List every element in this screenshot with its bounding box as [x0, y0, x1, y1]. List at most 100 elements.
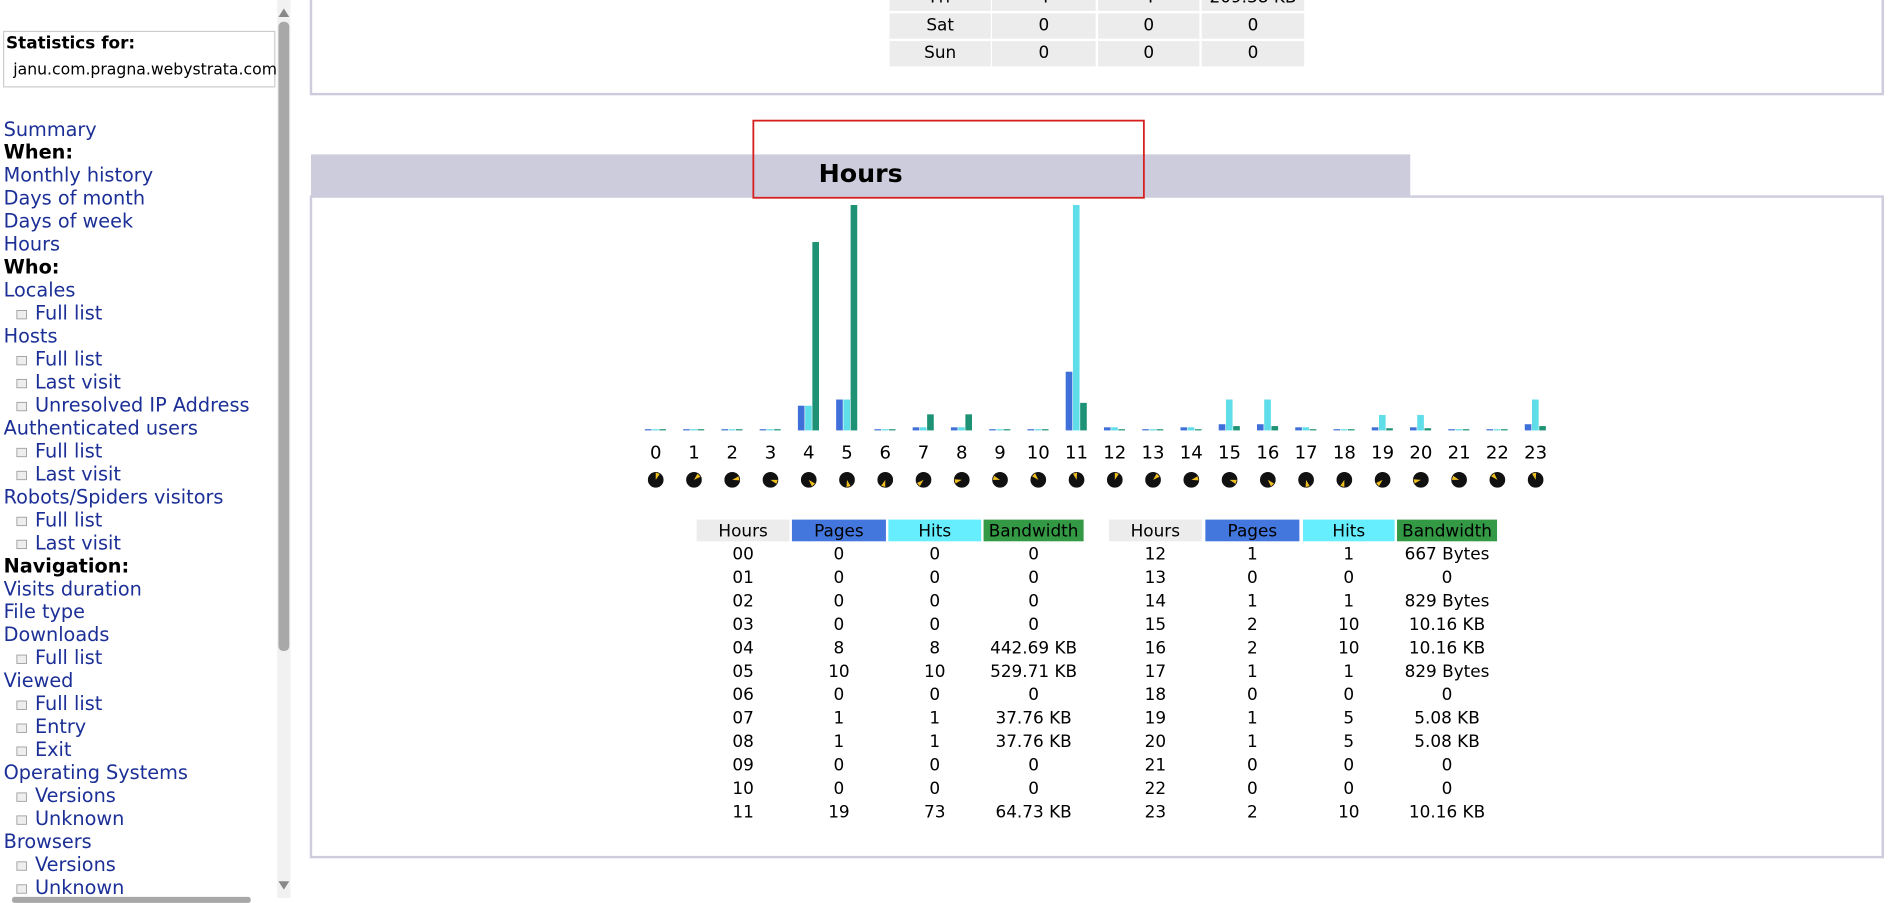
table-cell: 16: [1145, 637, 1166, 657]
clock-icon: [1489, 471, 1506, 488]
nav-link[interactable]: Unknown: [35, 807, 124, 830]
x-tick-label: 1: [688, 442, 700, 463]
x-tick-label: 20: [1409, 442, 1432, 463]
bar: [1486, 429, 1494, 431]
nav-heading: Navigation:: [4, 554, 130, 577]
table-cell-bg: [992, 0, 1096, 11]
header-cell-bg: [1397, 519, 1498, 542]
clock-hand: [1451, 475, 1460, 480]
table-cell: 00: [732, 544, 753, 564]
clock-hand: [1072, 472, 1078, 480]
nav-link[interactable]: Last visit: [35, 370, 121, 393]
scroll-down[interactable]: [278, 881, 290, 890]
x-tick-label: 17: [1295, 442, 1318, 463]
nav-link[interactable]: File type: [4, 600, 85, 623]
bar: [1225, 399, 1233, 431]
nav-link[interactable]: Full list: [35, 302, 103, 325]
nav-link[interactable]: Exit: [35, 738, 72, 761]
nav-link[interactable]: Versions: [35, 784, 116, 807]
scrollbar-thumb[interactable]: [278, 21, 290, 651]
nav-link[interactable]: Monthly history: [4, 164, 154, 187]
nav-link[interactable]: Browsers: [4, 830, 92, 853]
table-cell: 13: [1145, 567, 1166, 587]
nav-link[interactable]: Locales: [4, 279, 76, 302]
table-cell: 1: [929, 731, 940, 751]
nav-link[interactable]: Last visit: [35, 531, 121, 554]
table-cell: Fri: [930, 0, 950, 7]
nav-link[interactable]: Downloads: [4, 623, 110, 646]
x-tick-label: 6: [879, 442, 891, 463]
table-cell-bg: [1201, 13, 1305, 39]
clock-icon: [1298, 471, 1314, 488]
clock-hand: [1491, 473, 1498, 480]
table-cell: 14: [1145, 590, 1166, 610]
nav-link[interactable]: Days of week: [4, 210, 134, 233]
nav-link[interactable]: Hours: [4, 233, 60, 256]
nav-heading: Who:: [4, 256, 60, 279]
table-cell: 0: [1028, 684, 1039, 704]
bar: [797, 405, 805, 431]
bar: [843, 399, 851, 431]
nav-link[interactable]: Visits duration: [4, 577, 142, 600]
table-cell: 1: [1343, 590, 1354, 610]
clock-icon: [724, 471, 741, 488]
table-cell: 0: [834, 614, 845, 634]
nav-link[interactable]: Unknown: [35, 876, 124, 899]
x-tick-label: 21: [1448, 442, 1471, 463]
nav-link[interactable]: Authenticated users: [4, 416, 198, 439]
nav-link[interactable]: Unresolved IP Address: [35, 393, 250, 416]
nav-link[interactable]: Robots/Spiders visitors: [4, 485, 224, 508]
bar: [1180, 427, 1188, 431]
table-cell: 03: [732, 614, 753, 634]
table-cell: 0: [1442, 567, 1453, 587]
nav-link[interactable]: Full list: [35, 508, 103, 531]
bullet-icon: [16, 700, 27, 710]
table-cell: 19: [1145, 708, 1166, 728]
table-cell: 1: [1247, 708, 1258, 728]
header-cell: Pages: [814, 521, 864, 541]
nav-link[interactable]: Summary: [4, 118, 97, 141]
bar: [996, 429, 1004, 431]
bar: [850, 205, 858, 431]
scroll-up[interactable]: [278, 8, 290, 17]
nav-link[interactable]: Full list: [35, 692, 103, 715]
x-tick-label: 11: [1065, 442, 1088, 463]
table-cell: 11: [732, 801, 753, 821]
nav-link[interactable]: Last visit: [35, 462, 121, 485]
bar: [728, 429, 736, 431]
nav-link[interactable]: Entry: [35, 715, 86, 738]
clock-icon: [1336, 471, 1353, 488]
x-tick-label: 22: [1486, 442, 1509, 463]
table-cell: 10.16 KB: [1409, 637, 1485, 657]
clock-hand: [808, 479, 816, 487]
bar: [1302, 427, 1310, 431]
nav-link[interactable]: Viewed: [4, 669, 74, 692]
table-cell-bg: [992, 13, 1096, 39]
table-cell: 2: [1247, 637, 1258, 657]
x-tick-label: 2: [726, 442, 738, 463]
x-tick-label: 14: [1180, 442, 1203, 463]
table-cell: 667 Bytes: [1405, 544, 1490, 564]
header-cell-bg: [1302, 519, 1395, 542]
table-cell: 0: [1028, 778, 1039, 798]
nav-link[interactable]: Full list: [35, 646, 103, 669]
bar: [881, 429, 889, 431]
table-cell: 1: [929, 708, 940, 728]
nav-link[interactable]: Hosts: [4, 325, 58, 348]
clock-icon: [1374, 471, 1391, 488]
table-cell: 4: [1143, 0, 1154, 7]
nav-link[interactable]: Full list: [35, 439, 103, 462]
nav-link[interactable]: Days of month: [4, 187, 145, 210]
nav-link[interactable]: Full list: [35, 348, 103, 371]
table-cell: 0: [1247, 778, 1258, 798]
table-cell: 0: [1343, 778, 1354, 798]
stats-label: Statistics for:: [6, 32, 135, 52]
nav-link[interactable]: Operating Systems: [4, 761, 188, 784]
h-scrollbar[interactable]: [12, 896, 251, 903]
table-cell: Sat: [926, 14, 954, 34]
nav-link[interactable]: Versions: [35, 853, 116, 876]
bar: [965, 414, 973, 431]
bar: [812, 242, 819, 431]
table-cell: Sun: [924, 42, 956, 62]
table-cell-bg: [1201, 0, 1305, 11]
